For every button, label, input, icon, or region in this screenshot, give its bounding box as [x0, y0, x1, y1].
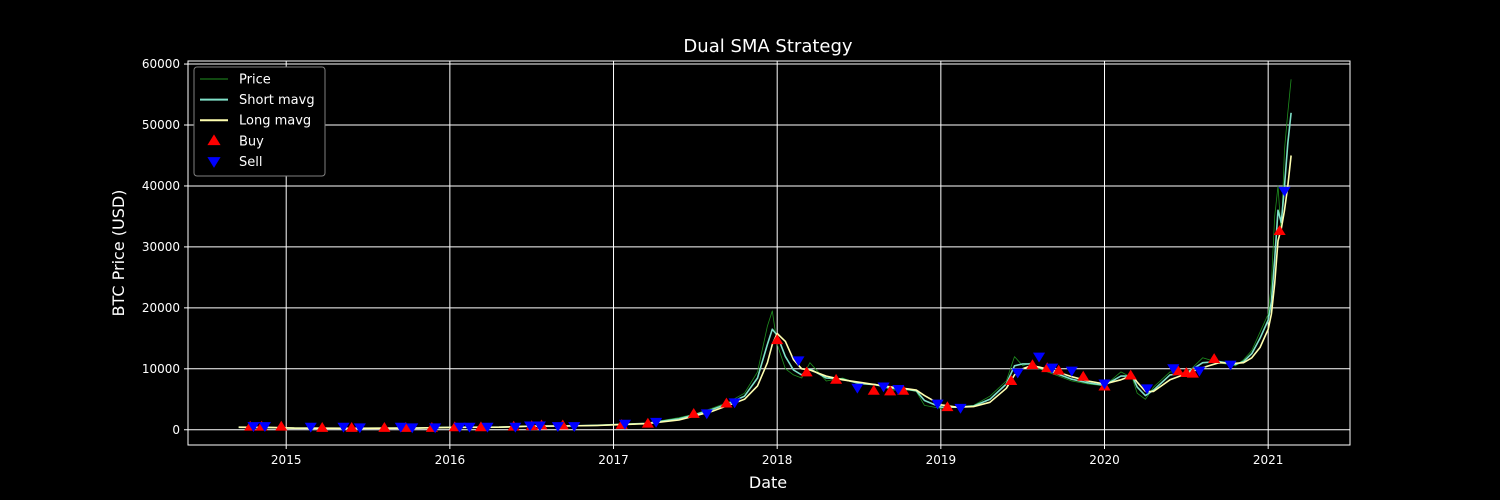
- x-tick-label: 2017: [598, 453, 629, 467]
- legend: Price Short mavg Long mavg Buy Sell: [193, 66, 326, 177]
- sell-marker: [304, 422, 317, 433]
- y-axis: 0 10000 20000 30000 40000 50000 60000: [142, 57, 188, 437]
- x-axis-label: Date: [749, 473, 787, 492]
- sell-marker: [851, 383, 864, 394]
- x-tick-label: 2018: [762, 453, 793, 467]
- legend-item: Long mavg: [200, 114, 311, 129]
- sell-marker: [728, 398, 741, 409]
- sell-marker: [533, 421, 546, 432]
- sell-marker: [1032, 352, 1046, 363]
- buy-marker: [1124, 369, 1137, 380]
- sell-marker: [1098, 379, 1111, 390]
- legend-label: Buy: [239, 134, 264, 149]
- sell-marker: [877, 382, 890, 393]
- sell-marker: [568, 422, 581, 433]
- sell-marker: [453, 422, 466, 433]
- legend-item: Short mavg: [200, 93, 315, 108]
- y-axis-label: BTC Price (USD): [109, 190, 128, 317]
- buy-marker: [720, 397, 733, 408]
- legend-swatch: [207, 134, 221, 146]
- y-tick-label: 30000: [142, 240, 180, 254]
- markers-layer: [244, 186, 1291, 434]
- sell-marker: [1167, 364, 1180, 375]
- y-tick-label: 40000: [142, 179, 180, 193]
- sell-marker: [524, 421, 537, 432]
- y-tick-label: 60000: [142, 57, 180, 71]
- buy-marker: [378, 421, 391, 432]
- sell-marker: [258, 422, 271, 433]
- sell-marker: [931, 399, 944, 410]
- legend-box: [193, 66, 326, 177]
- buy-marker: [345, 421, 358, 432]
- buy-marker: [1186, 367, 1199, 378]
- buy-marker: [1273, 225, 1286, 236]
- buy-marker: [1208, 353, 1221, 364]
- x-tick-label: 2015: [271, 453, 302, 467]
- chart-title: Dual SMA Strategy: [683, 36, 852, 57]
- sell-marker: [481, 422, 494, 433]
- legend-item: Price: [200, 73, 271, 88]
- x-tick-label: 2020: [1089, 453, 1120, 467]
- x-tick-label: 2016: [435, 453, 466, 467]
- y-tick-label: 20000: [142, 301, 180, 315]
- buy-marker: [316, 421, 329, 432]
- sell-marker: [1193, 366, 1206, 377]
- buy-marker: [1026, 359, 1039, 370]
- legend-label: Sell: [239, 155, 262, 170]
- buy-marker: [474, 421, 488, 432]
- x-tick-label: 2019: [926, 453, 957, 467]
- legend-item: Sell: [207, 155, 262, 170]
- sell-marker: [406, 423, 419, 434]
- sell-marker: [954, 403, 967, 414]
- buy-marker: [1077, 370, 1090, 381]
- buy-marker: [1172, 365, 1185, 376]
- sell-marker: [650, 417, 663, 428]
- sell-marker: [394, 422, 407, 433]
- sell-marker: [700, 409, 713, 420]
- sell-marker: [1141, 384, 1154, 395]
- sell-marker: [1224, 360, 1237, 371]
- sell-marker: [429, 423, 442, 434]
- sell-marker: [892, 384, 905, 395]
- buy-marker: [641, 417, 654, 428]
- sell-marker: [1278, 186, 1291, 197]
- buy-marker: [687, 407, 700, 418]
- sell-marker: [509, 422, 522, 433]
- sell-marker: [1046, 363, 1059, 374]
- buy-marker: [1052, 364, 1065, 375]
- sell-marker: [1065, 366, 1078, 377]
- sell-marker: [792, 356, 805, 367]
- sell-marker: [463, 422, 476, 433]
- buy-marker: [884, 385, 897, 396]
- buy-marker: [1005, 375, 1018, 385]
- buy-marker: [830, 373, 843, 384]
- legend-label: Long mavg: [239, 114, 311, 129]
- sell-marker: [1011, 368, 1024, 379]
- buy-marker: [941, 401, 954, 412]
- y-tick-label: 10000: [142, 362, 180, 376]
- x-axis: 2015 2016 2017 2018 2019 2020 2021: [271, 445, 1284, 467]
- sell-marker: [551, 422, 564, 433]
- legend-swatch: [207, 157, 221, 168]
- y-tick-label: 50000: [142, 118, 180, 132]
- buy-marker: [897, 384, 910, 395]
- legend-label: Price: [239, 73, 271, 88]
- buy-marker: [867, 384, 880, 395]
- sell-marker: [353, 423, 366, 434]
- legend-label: Short mavg: [239, 93, 315, 108]
- sell-marker: [247, 422, 260, 433]
- buy-marker: [800, 366, 813, 377]
- buy-marker: [275, 420, 288, 431]
- y-tick-label: 0: [172, 423, 180, 437]
- plot-frame: [187, 60, 1351, 446]
- legend-item: Buy: [207, 134, 264, 149]
- x-tick-label: 2021: [1253, 453, 1284, 467]
- buy-marker: [771, 334, 784, 345]
- sell-marker: [618, 419, 632, 430]
- sell-marker: [337, 422, 350, 433]
